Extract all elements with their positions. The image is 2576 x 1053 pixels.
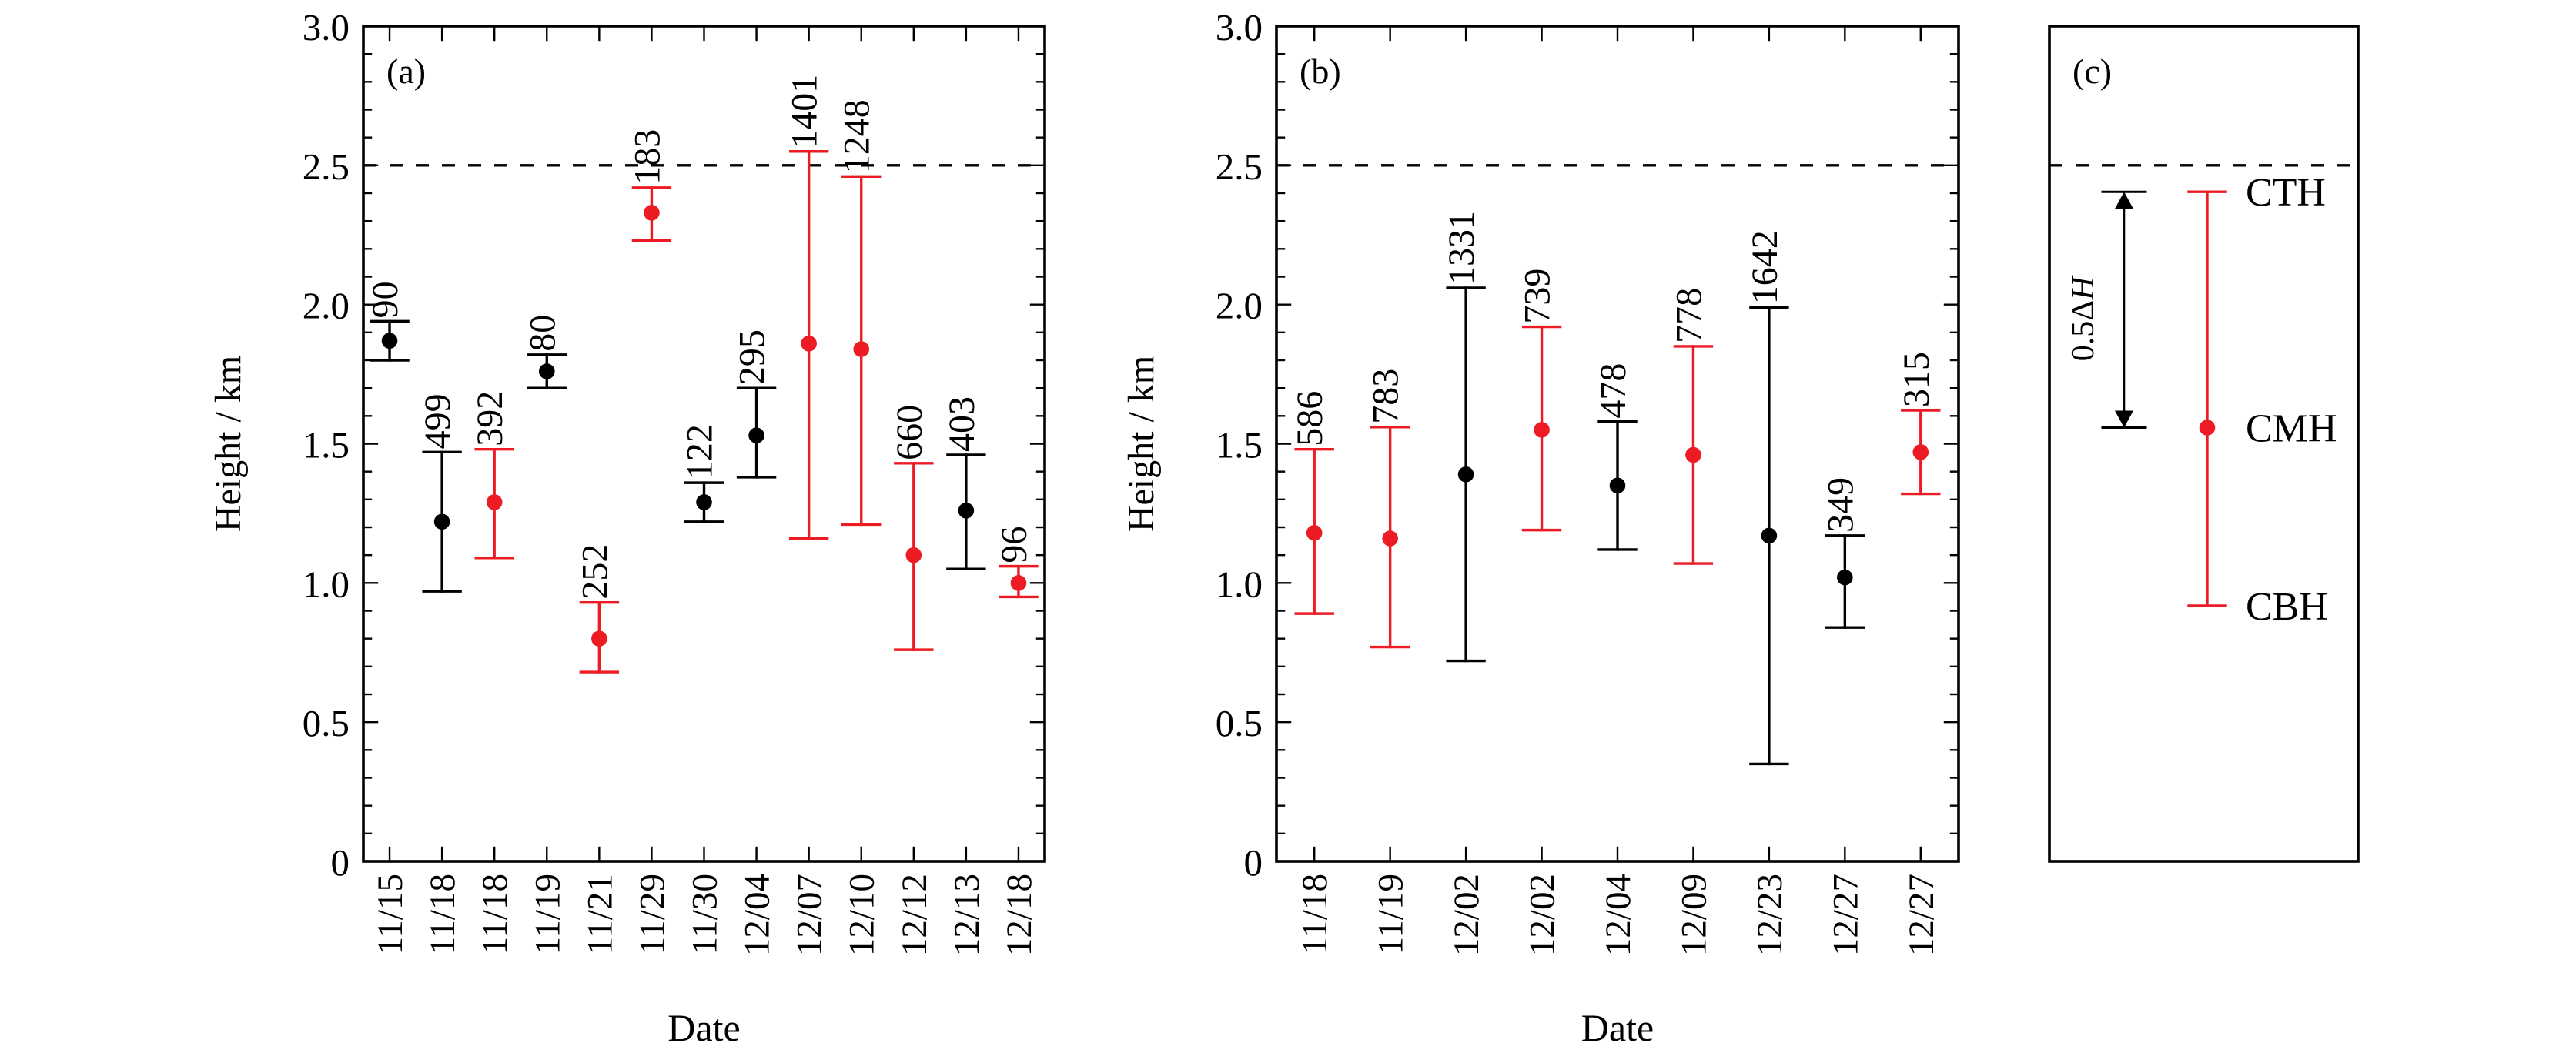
svg-text:586: 586 [1290, 391, 1330, 446]
svg-text:392: 392 [470, 391, 510, 446]
svg-text:660: 660 [889, 405, 930, 460]
svg-text:295: 295 [732, 329, 773, 385]
svg-text:1401: 1401 [785, 75, 825, 149]
svg-text:(b): (b) [1300, 52, 1341, 91]
svg-text:783: 783 [1366, 369, 1407, 424]
svg-text:2.5: 2.5 [303, 145, 350, 188]
svg-text:252: 252 [574, 544, 615, 600]
svg-text:11/15: 11/15 [370, 874, 410, 954]
svg-text:1.5: 1.5 [1216, 424, 1263, 466]
svg-text:1.0: 1.0 [303, 563, 350, 605]
svg-text:739: 739 [1517, 269, 1558, 324]
svg-text:315: 315 [1896, 352, 1937, 407]
svg-text:12/09: 12/09 [1674, 874, 1714, 956]
svg-text:(c): (c) [2073, 52, 2112, 91]
svg-text:2.0: 2.0 [303, 285, 350, 327]
svg-text:1.0: 1.0 [1216, 563, 1263, 605]
svg-text:12/12: 12/12 [895, 874, 935, 956]
svg-text:183: 183 [627, 129, 667, 185]
svg-text:Height / km: Height / km [208, 356, 249, 532]
svg-text:CBH: CBH [2246, 585, 2328, 629]
svg-text:11/18: 11/18 [423, 874, 463, 954]
svg-text:0: 0 [331, 841, 350, 884]
svg-text:11/18: 11/18 [1295, 874, 1335, 954]
svg-text:Height / km: Height / km [1121, 356, 1162, 532]
svg-text:Date: Date [1581, 1006, 1654, 1049]
svg-text:12/27: 12/27 [1902, 874, 1942, 956]
svg-text:0: 0 [1244, 841, 1263, 884]
svg-text:12/13: 12/13 [947, 874, 987, 956]
svg-text:11/30: 11/30 [685, 874, 725, 954]
svg-text:12/10: 12/10 [842, 874, 882, 956]
svg-text:11/21: 11/21 [580, 874, 620, 954]
svg-text:80: 80 [522, 315, 563, 352]
svg-text:2.0: 2.0 [1216, 285, 1263, 327]
svg-text:12/02: 12/02 [1447, 874, 1487, 956]
svg-text:1331: 1331 [1441, 211, 1482, 285]
svg-text:12/18: 12/18 [999, 874, 1039, 956]
svg-text:11/19: 11/19 [1371, 874, 1411, 954]
svg-text:349: 349 [1820, 477, 1861, 533]
svg-text:12/04: 12/04 [738, 874, 778, 956]
svg-text:CMH: CMH [2246, 407, 2337, 451]
svg-text:90: 90 [365, 281, 406, 318]
svg-text:12/23: 12/23 [1750, 874, 1790, 956]
svg-text:0.5: 0.5 [303, 702, 350, 744]
svg-text:499: 499 [417, 393, 458, 449]
svg-text:12/27: 12/27 [1825, 874, 1865, 956]
svg-text:96: 96 [994, 526, 1035, 563]
svg-text:1642: 1642 [1745, 230, 1785, 304]
svg-text:3.0: 3.0 [1216, 6, 1263, 48]
svg-text:2.5: 2.5 [1216, 145, 1263, 188]
svg-text:12/07: 12/07 [790, 874, 830, 956]
svg-text:478: 478 [1593, 363, 1634, 419]
svg-text:0.5: 0.5 [1216, 702, 1263, 744]
svg-text:Date: Date [667, 1006, 740, 1049]
svg-text:11/29: 11/29 [632, 874, 672, 954]
svg-text:CTH: CTH [2246, 171, 2326, 215]
svg-text:3.0: 3.0 [303, 6, 350, 48]
svg-text:1248: 1248 [837, 99, 878, 173]
svg-text:(a): (a) [386, 52, 426, 91]
svg-text:778: 778 [1668, 288, 1709, 343]
svg-text:122: 122 [680, 424, 721, 480]
svg-text:0.5ΔH: 0.5ΔH [2066, 275, 2101, 362]
svg-text:12/02: 12/02 [1523, 874, 1563, 956]
svg-text:11/19: 11/19 [527, 874, 567, 954]
svg-text:1.5: 1.5 [303, 424, 350, 466]
svg-text:12/04: 12/04 [1598, 874, 1638, 956]
svg-text:11/18: 11/18 [475, 874, 515, 954]
svg-text:403: 403 [942, 396, 982, 452]
